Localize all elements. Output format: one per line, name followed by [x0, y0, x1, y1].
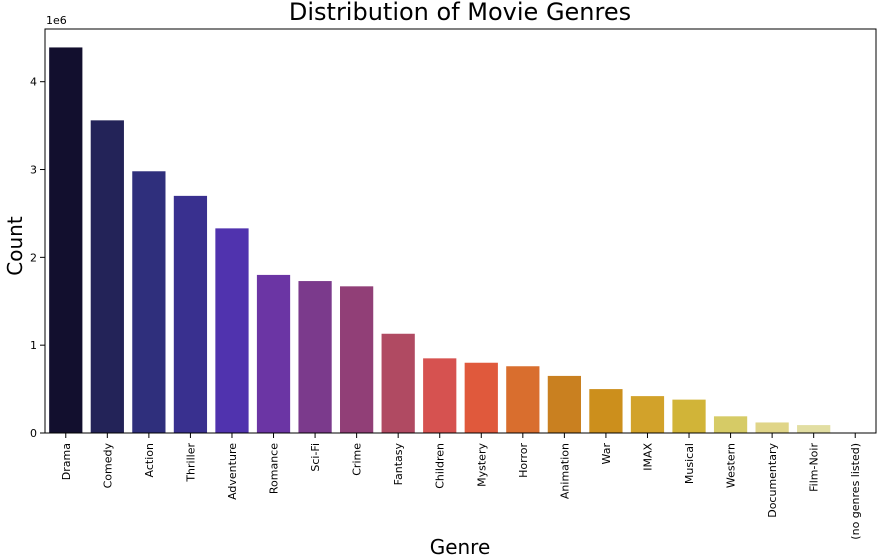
bar-imax: [630, 396, 665, 433]
x-tick-label: Horror: [517, 443, 530, 478]
bar-horror: [506, 366, 540, 433]
x-tick-label: Documentary: [766, 443, 779, 518]
bar-documentary: [755, 422, 789, 433]
x-tick-label: Film-Noir: [808, 443, 821, 492]
bar-romance: [256, 274, 291, 433]
bar-comedy: [90, 120, 124, 434]
bar-musical: [672, 399, 706, 433]
y-tick-label: 2: [30, 251, 37, 264]
x-tick-label: Thriller: [184, 443, 197, 483]
y-ticks-group: 0 1 2 3 4: [30, 76, 45, 440]
x-tick-label: Western: [725, 443, 738, 488]
x-tick-label: Action: [143, 443, 156, 477]
bar-crime: [340, 286, 374, 433]
bar-mystery: [464, 362, 498, 433]
x-tick-label: Crime: [351, 443, 364, 476]
bar-drama: [49, 47, 83, 433]
x-tick-label: Romance: [268, 443, 281, 494]
x-tick-label: War: [600, 443, 613, 465]
bar-western: [713, 416, 748, 433]
x-tick-label: Drama: [60, 443, 73, 480]
x-tick-label: Musical: [683, 443, 696, 484]
bar-children: [423, 358, 457, 433]
bars-group: [49, 47, 872, 434]
x-tick-label: Adventure: [226, 443, 239, 500]
bar-animation: [547, 375, 581, 433]
y-tick-label: 4: [30, 76, 37, 89]
x-tick-label: Fantasy: [392, 443, 405, 486]
bar-action: [132, 171, 166, 433]
x-tick-label: (no genres listed): [849, 443, 862, 540]
bar-film-noir: [797, 425, 831, 433]
x-tick-label: Mystery: [475, 443, 488, 487]
x-tick-label: IMAX: [641, 443, 654, 471]
y-tick-label: 1: [30, 339, 37, 352]
bar-thriller: [173, 195, 208, 433]
plot-frame: [44, 28, 877, 434]
x-tick-label: Animation: [558, 443, 571, 499]
y-axis-offset-label: 1e6: [46, 14, 67, 27]
bar-war: [589, 389, 623, 433]
y-tick-label: 0: [30, 427, 37, 440]
y-tick-label: 3: [30, 164, 37, 177]
y-axis-label: Count: [3, 216, 27, 276]
x-ticks-group: Drama Comedy Action Thriller Adventure Romanc…: [60, 433, 862, 540]
x-tick-label: Sci-Fi: [309, 443, 322, 472]
chart-title: Distribution of Movie Genres: [289, 0, 631, 26]
bar-sci-fi: [298, 281, 332, 433]
x-axis-label: Genre: [430, 535, 491, 557]
bar-adventure: [215, 228, 249, 433]
bar-fantasy: [381, 333, 415, 433]
x-tick-label: Children: [434, 443, 447, 489]
x-tick-label: Comedy: [101, 443, 114, 489]
